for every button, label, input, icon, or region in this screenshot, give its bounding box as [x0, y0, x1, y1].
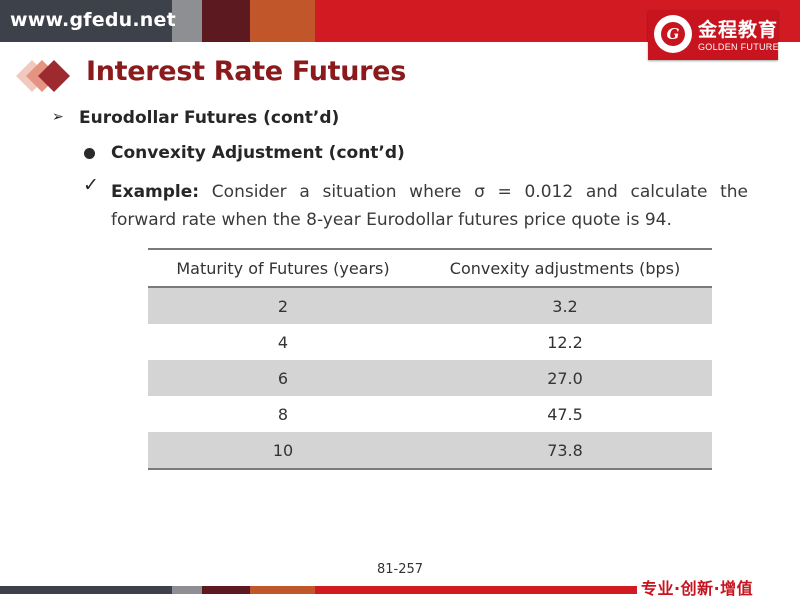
level1-heading: Eurodollar Futures (cont’d)	[79, 108, 340, 128]
header-segment-maroon	[202, 0, 250, 42]
slide-title: Interest Rate Futures	[86, 56, 406, 87]
check-bullet-icon: ✓	[83, 174, 99, 196]
cell-adjustment: 3.2	[418, 287, 712, 324]
table-row: 4 12.2	[148, 324, 712, 360]
cell-adjustment: 27.0	[418, 360, 712, 396]
logo-seal-icon: G	[654, 15, 692, 53]
table-row: 8 47.5	[148, 396, 712, 432]
header-convexity: Convexity adjustments (bps)	[449, 258, 681, 278]
cell-maturity: 8	[277, 404, 289, 424]
footer-segment-orange	[250, 586, 315, 594]
site-url: www.gfedu.net	[10, 9, 176, 31]
cell-adjustment: 73.8	[418, 432, 712, 469]
title-diamond-icon	[16, 60, 70, 92]
example-text-1: Consider a situation where σ = 0.012 and…	[211, 182, 748, 202]
logo-chinese-name: 金程教育	[698, 19, 779, 41]
example-line-2: forward rate when the 8-year Eurodollar …	[111, 210, 672, 230]
cell-adjustment: 47.5	[547, 404, 583, 424]
cell-adjustment: 12.2	[547, 332, 583, 352]
footer-band	[0, 582, 800, 600]
table-header-row: Maturity of Futures (years) Convexity ad…	[148, 249, 712, 287]
cell-maturity: 6	[148, 360, 418, 396]
table-row: 10 73.8	[148, 432, 712, 469]
footer-segment-dark	[0, 586, 172, 594]
footer-segment-gray	[172, 586, 202, 594]
logo-english-name: GOLDEN FUTURE	[698, 42, 779, 52]
example-line-1: Example: Consider a situation where σ = …	[111, 176, 748, 208]
golden-future-logo: G 金程教育 GOLDEN FUTURE	[648, 10, 779, 60]
cell-maturity: 4	[277, 332, 289, 352]
logo-seal-letter: G	[661, 22, 685, 46]
table-row: 6 27.0	[148, 360, 712, 396]
footer-segment-maroon	[202, 586, 250, 594]
header-segment-orange	[250, 0, 315, 42]
level2-heading: Convexity Adjustment (cont’d)	[111, 143, 405, 163]
cell-maturity: 10	[148, 432, 418, 469]
page-number: 81-257	[376, 562, 424, 577]
footer-segment-red	[315, 586, 637, 594]
header-segment-gray	[172, 0, 202, 42]
header-maturity: Maturity of Futures (years)	[176, 258, 390, 278]
cell-maturity: 2	[148, 287, 418, 324]
header-segment-dark	[0, 0, 172, 42]
convexity-table: Maturity of Futures (years) Convexity ad…	[148, 248, 712, 470]
footer-slogan: 专业·创新·增值	[641, 579, 754, 598]
example-label: Example:	[111, 182, 200, 202]
dot-bullet-icon	[84, 148, 95, 159]
arrow-bullet-icon: ➢	[52, 109, 64, 125]
table-row: 2 3.2	[148, 287, 712, 324]
